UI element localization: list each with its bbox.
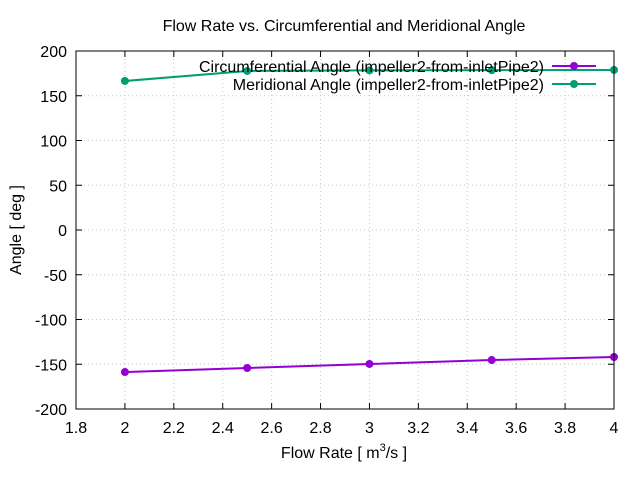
x-tick-label: 3.6 xyxy=(505,420,527,437)
data-point-meridional xyxy=(243,66,252,75)
x-axis-title-sup: 3 xyxy=(380,442,386,454)
series-group xyxy=(120,65,618,377)
data-point-circumferential xyxy=(120,368,129,377)
x-tick-label: 3 xyxy=(365,420,374,437)
y-tick-label: 200 xyxy=(40,44,67,61)
legend-swatch-marker-circumferential xyxy=(570,62,578,70)
y-tick-label: -50 xyxy=(44,268,67,285)
data-point-circumferential xyxy=(365,359,374,368)
data-point-circumferential xyxy=(243,364,252,373)
x-axis-title: Flow Rate [ m3/s ] xyxy=(281,442,407,462)
plot-frame xyxy=(75,50,615,410)
legend: Circumferential Angle (impeller2-from-in… xyxy=(199,59,596,94)
data-point-meridional xyxy=(365,66,374,75)
x-tick-label: 3.2 xyxy=(407,420,429,437)
grid xyxy=(76,51,614,409)
series-circumferential xyxy=(120,353,618,377)
axis-ticks: 1.8 2 2.2 2.4 2.6 2.8 3 3.2 3.4 3.6 3.8 4 -200 -150 -1… xyxy=(35,44,619,437)
y-tick-label: 150 xyxy=(40,89,67,106)
x-tick-label: 2.4 xyxy=(212,420,234,437)
y-axis-title: Angle [ deg ] xyxy=(8,185,25,275)
y-tick-label: 0 xyxy=(58,223,67,240)
x-tick-label: 2.2 xyxy=(163,420,185,437)
x-tick-label: 2 xyxy=(120,420,129,437)
x-tick-label: 2.6 xyxy=(261,420,283,437)
y-tick-label: 100 xyxy=(40,134,67,151)
x-axis-title-pre: Flow Rate [ m xyxy=(281,445,380,462)
y-tick-label: -100 xyxy=(35,313,67,330)
x-tick-label: 4 xyxy=(610,420,619,437)
x-tick-label: 2.8 xyxy=(309,420,331,437)
legend-swatch-marker-meridional xyxy=(570,80,578,88)
data-point-meridional xyxy=(487,66,496,75)
y-tick-label: -200 xyxy=(35,402,67,419)
data-point-meridional xyxy=(120,76,129,85)
series-meridional xyxy=(120,65,618,85)
chart-title: Flow Rate vs. Circumferential and Meridi… xyxy=(163,18,526,35)
x-axis-title-post: /s ] xyxy=(386,445,407,462)
y-tick-label: -150 xyxy=(35,357,67,374)
legend-label-meridional: Meridional Angle (impeller2-from-inletPi… xyxy=(233,77,544,94)
data-point-circumferential xyxy=(487,356,496,365)
x-tick-label: 3.8 xyxy=(554,420,576,437)
x-tick-label: 3.4 xyxy=(456,420,478,437)
legend-label-circumferential: Circumferential Angle (impeller2-from-in… xyxy=(199,59,544,76)
y-tick-label: 50 xyxy=(49,178,67,195)
x-tick-label: 1.8 xyxy=(65,420,87,437)
